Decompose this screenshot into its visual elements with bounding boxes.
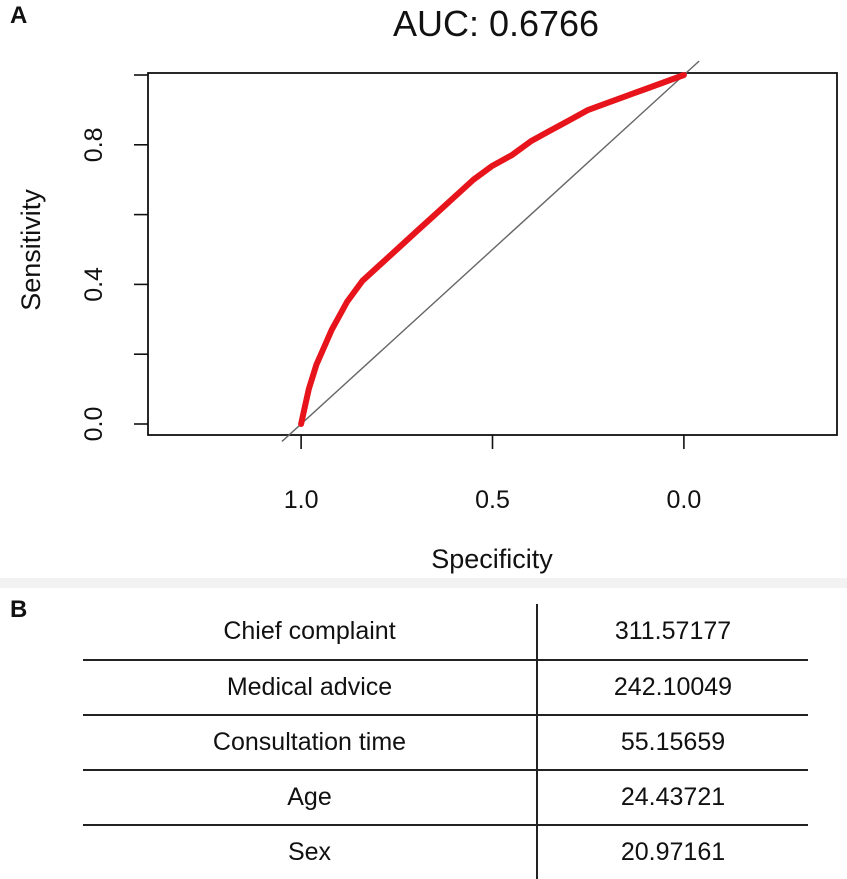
panel-a: AUC: 0.6766 0.0 0.4 0.8 1.0 0.5 0.0 Specificity… xyxy=(16,3,838,574)
chart-title: AUC: 0.6766 xyxy=(393,3,599,44)
x-tick-label: 1.0 xyxy=(284,486,319,514)
x-tick-label: 0.0 xyxy=(667,486,702,514)
feature-name-cell: Medical advice xyxy=(83,659,537,715)
importance-value-cell: 24.43721 xyxy=(536,769,808,825)
importance-value-cell: 20.97161 xyxy=(536,824,808,879)
diagonal-reference-line xyxy=(281,60,700,442)
y-tick-label: 0.4 xyxy=(80,267,108,302)
plot-frame xyxy=(147,72,838,436)
table-row: Sex 20.97161 xyxy=(83,824,808,879)
table-row: Consultation time 55.15659 xyxy=(83,714,808,770)
panel-b-letter: B xyxy=(10,596,28,623)
panel-a-letter: A xyxy=(10,2,28,29)
roc-chart: AUC: 0.6766 0.0 0.4 0.8 1.0 0.5 0.0 Specificity… xyxy=(16,3,838,574)
y-tick-label: 0.0 xyxy=(80,407,108,442)
importance-table: Chief complaint 311.57177 Medical advice 24… xyxy=(83,604,808,879)
feature-name-cell: Consultation time xyxy=(83,714,537,770)
roc-curve-line xyxy=(298,72,687,427)
y-axis-label: Sensitivity xyxy=(16,189,46,311)
importance-value-cell: 242.10049 xyxy=(536,659,808,715)
x-tick-label: 0.5 xyxy=(475,486,510,514)
panel-separator xyxy=(0,578,847,588)
feature-name-cell: Sex xyxy=(83,824,537,879)
importance-value-cell: 55.15659 xyxy=(536,714,808,770)
table-row: Chief complaint 311.57177 xyxy=(83,604,808,660)
feature-name-cell: Age xyxy=(83,769,537,825)
feature-name-cell: Chief complaint xyxy=(223,617,396,645)
table-row: Age 24.43721 xyxy=(83,769,808,825)
x-axis-label: Specificity xyxy=(431,544,553,574)
table-row: Medical advice 242.10049 xyxy=(83,659,808,715)
y-tick-label: 0.8 xyxy=(80,127,108,162)
importance-value-cell: 311.57177 xyxy=(536,604,808,660)
